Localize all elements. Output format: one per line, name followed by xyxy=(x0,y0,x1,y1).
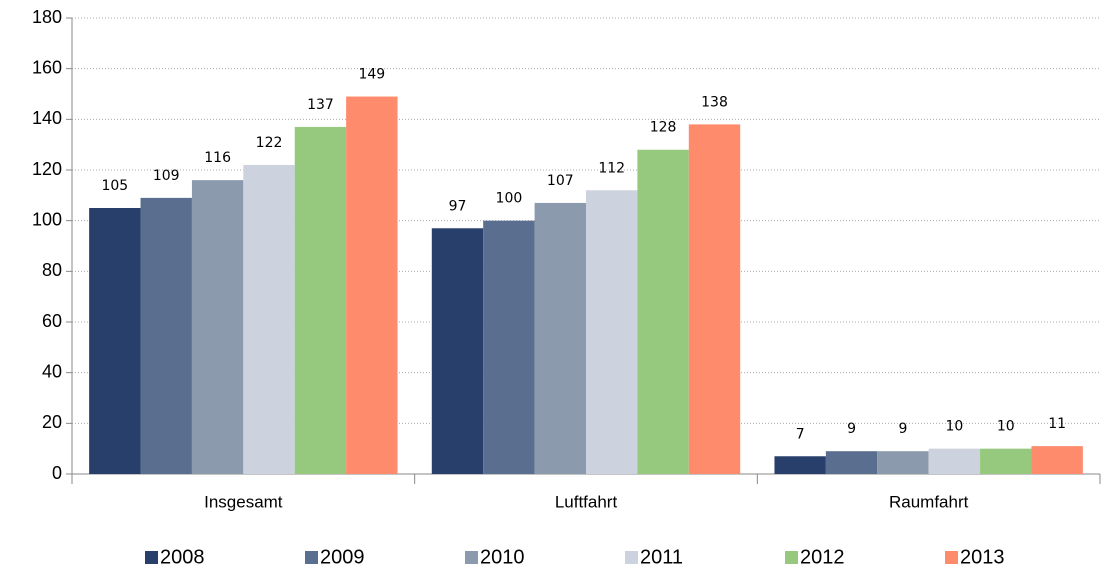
data-label: 107 xyxy=(547,173,574,189)
legend-swatch xyxy=(465,551,478,564)
data-label: 138 xyxy=(701,94,728,110)
data-label: 116 xyxy=(204,150,231,166)
data-label: 7 xyxy=(796,426,805,442)
legend-label: 2009 xyxy=(320,546,365,568)
legend-swatch xyxy=(945,551,958,564)
bar xyxy=(483,220,535,474)
legend-label: 2012 xyxy=(800,546,845,568)
y-tick-label: 60 xyxy=(42,311,62,331)
legend-swatch xyxy=(305,551,318,564)
bar xyxy=(688,124,741,475)
data-label: 9 xyxy=(847,421,856,437)
bar xyxy=(431,228,484,474)
y-tick-label: 80 xyxy=(42,260,62,280)
bar xyxy=(877,451,929,474)
y-tick-label: 0 xyxy=(52,463,62,483)
legend-label: 2010 xyxy=(480,546,525,568)
data-label: 128 xyxy=(650,120,677,136)
bar xyxy=(1031,446,1083,474)
data-label: 105 xyxy=(101,178,128,194)
y-tick-label: 120 xyxy=(32,159,62,179)
legend-swatch xyxy=(145,551,158,564)
bar xyxy=(346,96,398,475)
bar xyxy=(294,126,347,474)
y-tick-label: 180 xyxy=(32,7,62,27)
legend-swatch xyxy=(785,551,798,564)
bar xyxy=(191,180,244,474)
bar xyxy=(637,149,689,474)
legend-label: 2008 xyxy=(160,546,205,568)
legend-label: 2013 xyxy=(960,546,1005,568)
bar xyxy=(89,208,141,474)
y-tick-label: 140 xyxy=(32,108,62,128)
bar xyxy=(774,456,826,474)
data-label: 10 xyxy=(945,419,963,435)
legend-swatch xyxy=(625,551,638,564)
bar xyxy=(980,448,1032,474)
bar xyxy=(586,190,638,474)
x-tick-label: Insgesamt xyxy=(204,492,283,511)
data-label: 112 xyxy=(598,160,625,176)
bar xyxy=(928,448,981,474)
data-label: 149 xyxy=(358,67,385,83)
legend-label: 2011 xyxy=(640,546,683,568)
y-tick-label: 160 xyxy=(32,57,62,77)
data-label: 10 xyxy=(997,419,1015,435)
bar xyxy=(534,202,586,474)
bar xyxy=(243,164,295,474)
y-tick-label: 100 xyxy=(32,209,62,229)
y-tick-label: 20 xyxy=(42,412,62,432)
data-label: 109 xyxy=(153,168,180,184)
x-tick-label: Luftfahrt xyxy=(555,492,618,511)
data-label: 137 xyxy=(307,97,334,113)
data-label: 122 xyxy=(256,135,283,151)
data-label: 97 xyxy=(449,198,467,214)
y-tick-label: 40 xyxy=(42,361,62,381)
bar xyxy=(825,451,878,474)
bar xyxy=(140,197,192,474)
data-label: 100 xyxy=(496,191,523,207)
data-label: 11 xyxy=(1048,416,1066,432)
data-label: 9 xyxy=(899,421,908,437)
x-tick-label: Raumfahrt xyxy=(889,492,969,511)
